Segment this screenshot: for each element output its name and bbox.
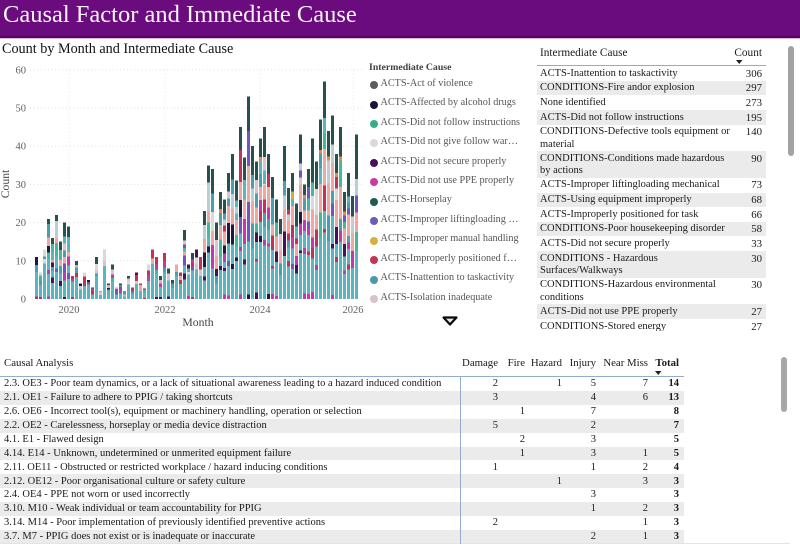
svg-text:60: 60: [16, 65, 27, 76]
svg-text:2022: 2022: [155, 305, 176, 316]
svg-text:2024: 2024: [250, 305, 272, 316]
svg-text:0: 0: [21, 295, 26, 306]
svg-text:40: 40: [16, 142, 27, 153]
svg-text:Count: Count: [0, 169, 12, 198]
svg-text:20: 20: [16, 218, 27, 229]
svg-text:50: 50: [16, 104, 27, 115]
svg-text:2026: 2026: [343, 305, 364, 316]
svg-text:30: 30: [16, 180, 27, 191]
svg-text:2020: 2020: [59, 305, 80, 316]
svg-text:Month: Month: [182, 316, 213, 329]
svg-text:10: 10: [16, 256, 27, 267]
